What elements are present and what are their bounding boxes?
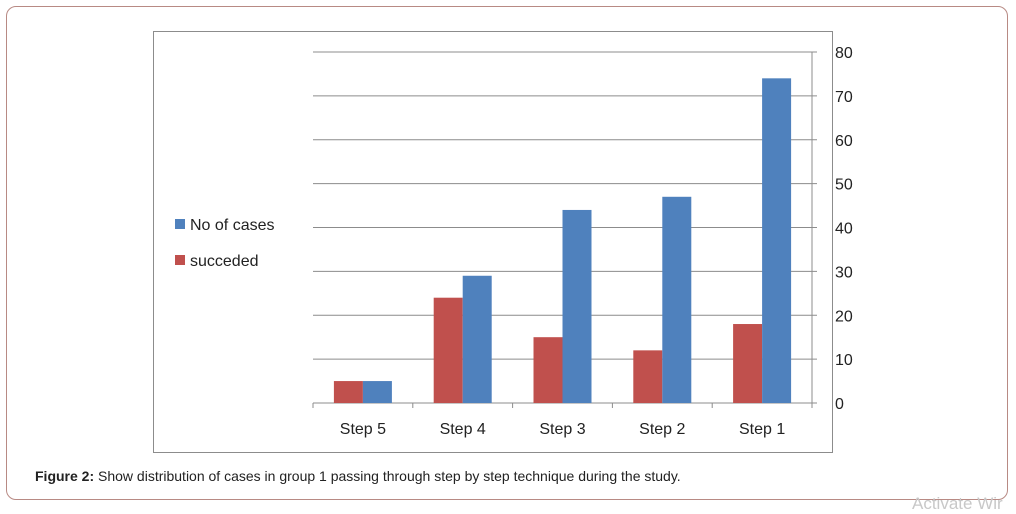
- y-tick-label: 40: [835, 221, 853, 238]
- bar-no-of-cases: [462, 275, 492, 403]
- bar-succeded: [333, 381, 363, 403]
- figure-caption: Figure 2: Show distribution of cases in …: [35, 468, 681, 484]
- y-tick-label: 50: [835, 177, 853, 194]
- x-tick-label: Step 4: [440, 421, 486, 438]
- figure-frame: [6, 6, 1008, 500]
- y-tick-label: 60: [835, 133, 853, 150]
- y-tick-label: 70: [835, 89, 853, 106]
- caption-label: Figure 2:: [35, 468, 95, 484]
- legend-label: No of cases: [190, 217, 274, 234]
- bar-no-of-cases: [762, 78, 792, 403]
- bar-succeded: [533, 337, 563, 403]
- y-tick-label: 0: [835, 396, 844, 413]
- x-tick-label: Step 2: [639, 421, 685, 438]
- x-tick-label: Step 5: [340, 421, 386, 438]
- y-tick-label: 80: [835, 45, 853, 62]
- bar-succeded: [733, 324, 763, 403]
- bar-no-of-cases: [562, 209, 592, 403]
- x-tick-label: Step 1: [739, 421, 785, 438]
- bar-succeded: [633, 350, 663, 403]
- y-tick-label: 10: [835, 352, 853, 369]
- legend-swatch: [175, 255, 185, 265]
- bar-succeded: [433, 297, 463, 403]
- y-tick-label: 30: [835, 264, 853, 281]
- chart-area: [153, 31, 833, 453]
- legend-swatch: [175, 219, 185, 229]
- legend-label: succeded: [190, 253, 259, 270]
- x-tick-label: Step 3: [539, 421, 585, 438]
- y-tick-label: 20: [835, 308, 853, 325]
- bar-no-of-cases: [662, 196, 692, 403]
- caption-text: Show distribution of cases in group 1 pa…: [94, 468, 681, 484]
- bar-no-of-cases: [362, 381, 392, 403]
- activate-windows-watermark: Activate Wir: [912, 494, 1003, 513]
